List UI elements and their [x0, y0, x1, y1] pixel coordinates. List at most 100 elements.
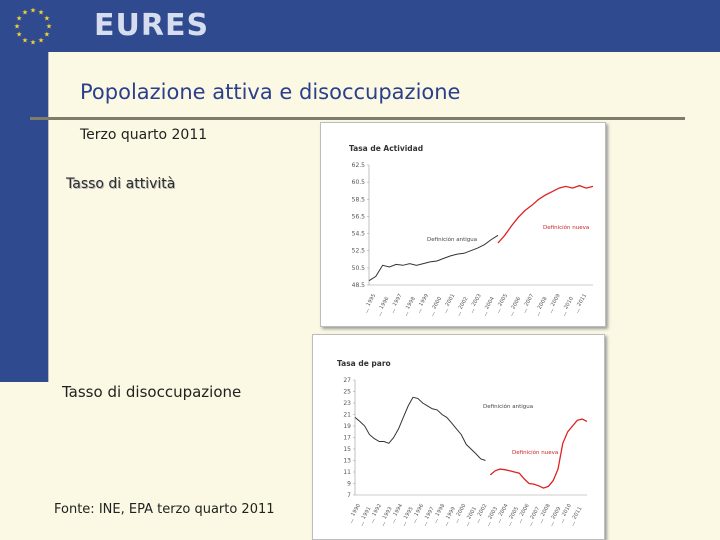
unemployment-rate-chart-svg: Tasa de paro 27 25 23 21 19 17 15 13 11 9 7 19901991… — [337, 359, 588, 527]
x-tick-label: 2004 — [484, 295, 496, 310]
x-tick-mark — [488, 521, 491, 527]
x-tick-mark — [561, 518, 565, 524]
x-tick-mark — [498, 308, 501, 314]
x-tick-label: 2007 — [524, 293, 536, 307]
header-bar: ★ ★ ★ ★ ★ ★ ★ ★ ★ ★ ★ ★ EURES — [0, 0, 720, 52]
x-tick-label: 1998 — [435, 503, 447, 517]
x-tick-label: 1998 — [405, 296, 417, 310]
x-tick-label: 1991 — [361, 506, 373, 520]
x-tick-mark — [435, 518, 438, 524]
flag-star: ★ — [46, 23, 52, 31]
x-tick-mark — [524, 308, 527, 314]
x-tick-label: 2006 — [510, 296, 522, 310]
x-tick-label: 1996 — [379, 296, 391, 310]
x-tick-mark — [471, 308, 475, 314]
x-tick-label: 2010 — [563, 296, 575, 310]
y-tick-label: 7 — [347, 492, 351, 499]
y-tick-label: 54.5 — [352, 231, 366, 238]
x-tick-label: 2009 — [550, 293, 562, 307]
y-tick-label: 60.5 — [352, 179, 366, 186]
x-tick-label: 2007 — [529, 506, 541, 520]
y-tick-label: 58.5 — [352, 196, 366, 203]
x-tick-label: 1994 — [392, 502, 404, 517]
x-tick-mark — [445, 521, 449, 527]
flag-star: ★ — [38, 9, 44, 17]
y-tick-label: 21 — [343, 412, 351, 419]
x-tick-label: 2002 — [458, 296, 470, 310]
annotation-old-definition: Definición antigua — [427, 236, 477, 243]
series-line-new — [489, 418, 588, 489]
series-line-new — [497, 184, 594, 244]
x-tick-label: 2000 — [431, 296, 443, 310]
y-tick-label: 15 — [343, 446, 351, 453]
x-tick-mark — [379, 311, 382, 317]
left-accent-bar — [0, 52, 48, 382]
x-tick-label: 2011 — [572, 506, 584, 520]
x-tick-label: 1997 — [424, 506, 436, 520]
x-tick-mark — [445, 308, 448, 314]
x-tick-mark — [564, 311, 567, 317]
x-tick-mark — [432, 311, 435, 317]
flag-star: ★ — [22, 36, 28, 44]
x-tick-mark — [551, 521, 554, 527]
x-tick-mark — [530, 521, 533, 527]
x-tick-label: 1999 — [418, 293, 430, 307]
x-tick-mark — [550, 308, 554, 314]
x-tick-label: 2006 — [519, 503, 531, 517]
x-tick-mark — [424, 521, 428, 527]
x-tick-label: 2002 — [477, 503, 489, 517]
x-tick-label: 1997 — [392, 293, 404, 307]
flag-star: ★ — [16, 31, 22, 39]
y-tick-label: 56.5 — [352, 213, 366, 220]
x-tick-label: 2003 — [487, 506, 499, 520]
flag-star: ★ — [30, 7, 36, 15]
activity-rate-chart-title: Tasa de Actividad — [349, 144, 423, 153]
x-tick-mark — [577, 308, 580, 314]
y-tick-label: 9 — [347, 481, 351, 488]
x-tick-label: 2001 — [466, 506, 478, 520]
x-tick-mark — [419, 308, 422, 314]
x-tick-mark — [414, 518, 417, 524]
slide-title: Popolazione attiva e disoccupazione — [80, 80, 461, 104]
left-divider — [48, 52, 49, 382]
x-tick-mark — [498, 518, 502, 524]
y-tick-label: 25 — [343, 389, 351, 396]
annotation-new-definition: Definición nueva — [512, 449, 558, 456]
series-line-old — [354, 396, 486, 461]
x-tick-mark — [361, 521, 365, 527]
x-tick-mark — [519, 518, 523, 524]
x-tick-label: 2003 — [471, 293, 483, 307]
y-tick-label: 27 — [343, 377, 351, 384]
x-tick-mark — [477, 518, 481, 524]
unemployment-rate-chart: Tasa de paro 27 25 23 21 19 17 15 13 11 9 7 1990 1991… — [312, 334, 605, 540]
x-tick-mark — [393, 518, 396, 524]
series-line-old — [368, 234, 499, 282]
x-tick-mark — [511, 311, 514, 317]
annotation-new-definition: Definición nueva — [543, 224, 589, 231]
x-tick-label: 2009 — [551, 506, 563, 520]
x-tick-mark — [467, 521, 470, 527]
y-tick-label: 23 — [343, 400, 351, 407]
x-tick-mark — [456, 518, 459, 524]
activity-rate-chart-svg: Tasa de Actividad 62.5 60.5 58.5 56.5 54.5 52.… — [349, 144, 594, 317]
activity-rate-chart: Tasa de Actividad 62.5 60.5 58.5 56.5 54.5 52.… — [320, 122, 606, 327]
activity-rate-label: Tasso di attività — [66, 176, 176, 192]
x-tick-label: 2008 — [537, 296, 549, 310]
flag-star: ★ — [38, 36, 44, 44]
x-tick-label: 1993 — [382, 506, 394, 520]
x-tick-mark — [458, 311, 462, 317]
x-tick-mark — [392, 308, 396, 314]
x-tick-label: 1990 — [350, 503, 362, 517]
x-tick-mark — [382, 521, 386, 527]
x-tick-mark — [366, 308, 369, 314]
y-tick-label: 13 — [343, 458, 351, 465]
y-tick-label: 11 — [343, 469, 351, 476]
source-note: Fonte: INE, EPA terzo quarto 2011 — [54, 502, 275, 517]
x-tick-label: 2004 — [498, 502, 510, 517]
y-tick-label: 19 — [343, 423, 351, 430]
x-tick-mark — [509, 521, 512, 527]
x-tick-label: 2001 — [445, 293, 457, 307]
y-tick-label: 48.5 — [352, 282, 366, 289]
x-tick-mark — [403, 521, 407, 527]
x-tick-label: 1999 — [445, 506, 457, 520]
